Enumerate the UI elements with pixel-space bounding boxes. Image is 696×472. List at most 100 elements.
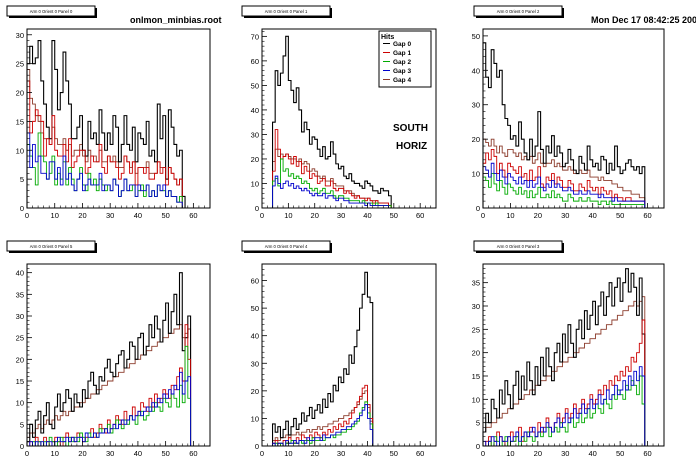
histogram-series-gap0 <box>482 268 648 447</box>
y-tick-label: 70 <box>251 32 259 41</box>
histogram-series-gap3 <box>26 132 194 209</box>
y-tick-label: 40 <box>251 106 259 115</box>
y-tick-label: 30 <box>472 302 480 311</box>
legend-entry: Gap 4 <box>393 77 411 84</box>
legend-entry: Gap 2 <box>393 59 411 66</box>
x-tick-label: 30 <box>561 211 569 220</box>
legend-box <box>378 30 432 88</box>
x-tick-label: 60 <box>643 211 651 220</box>
y-tick-label: 20 <box>251 387 259 396</box>
y-tick-label: 50 <box>472 32 480 41</box>
panel-title-frame <box>6 5 96 17</box>
y-tick-label: 20 <box>16 355 24 364</box>
y-tick-label: 0 <box>255 204 259 213</box>
y-tick-label: 0 <box>255 442 259 451</box>
x-tick-label: 50 <box>616 211 624 220</box>
x-tick-label: 0 <box>260 449 264 458</box>
x-tick-label: 20 <box>534 449 542 458</box>
y-tick-label: 10 <box>251 179 259 188</box>
x-tick-label: 60 <box>416 449 424 458</box>
panel-title: Arm 0 Orient 0 Panel 0 <box>30 9 73 14</box>
y-tick-label: 30 <box>251 130 259 139</box>
panel-title-frame <box>241 5 331 17</box>
histogram-series-gap0 <box>482 42 648 209</box>
y-tick-label: 35 <box>16 290 24 299</box>
y-tick-label: 20 <box>472 349 480 358</box>
x-tick-label: 40 <box>589 449 597 458</box>
y-tick-label: 10 <box>16 399 24 408</box>
panel-title-frame <box>241 240 331 252</box>
panel-title: Arm 0 Orient 0 Panel 3 <box>497 244 540 249</box>
panel-4: Arm 0 Orient 0 Panel 4 0 10 20 30 40 50 60 0 10 20… <box>241 240 437 458</box>
x-tick-label: 0 <box>481 211 485 220</box>
x-tick-label: 40 <box>134 211 142 220</box>
histogram-series-gap0 <box>262 35 400 209</box>
histogram-series-gap4 <box>482 296 648 447</box>
x-tick-label: 30 <box>561 449 569 458</box>
x-tick-label: 0 <box>481 449 485 458</box>
panel-0: Arm 0 Orient 0 Panel 0 0 10 20 30 40 50 60 0 5 10 1… <box>6 5 211 220</box>
x-tick-label: 0 <box>25 449 29 458</box>
panel-title-frame <box>6 240 96 252</box>
panel-title-frame <box>473 240 563 252</box>
x-tick-label: 60 <box>189 449 197 458</box>
x-tick-label: 30 <box>337 449 345 458</box>
histogram-series-gap4 <box>262 148 400 209</box>
panel-title-box-0: Arm 0 Orient 0 Panel 0 <box>6 5 97 18</box>
y-tick-label: 20 <box>472 135 480 144</box>
panel-title-box-3: Arm 0 Orient 0 Panel 5 <box>6 240 97 253</box>
y-tick-label: 5 <box>20 175 24 184</box>
x-tick-label: 20 <box>78 449 86 458</box>
histogram-series-gap3 <box>27 371 194 447</box>
y-tick-label: 30 <box>251 359 259 368</box>
panel-2: Arm 0 Orient 0 Panel 2 0 10 20 30 40 50 60 0 10 20… <box>472 5 665 220</box>
x-tick-label: 30 <box>106 449 114 458</box>
x-tick-label: 60 <box>416 211 424 220</box>
y-tick-label: 30 <box>16 312 24 321</box>
panels-group: Arm 0 Orient 0 Panel 0 0 10 20 30 40 50 60 0 5 10 1… <box>6 5 665 458</box>
y-tick-label: 0 <box>20 442 24 451</box>
histogram-series-gap1 <box>26 80 194 209</box>
x-tick-label: 10 <box>506 449 514 458</box>
panel-title-box-1: Arm 0 Orient 0 Panel 1 <box>241 5 332 18</box>
y-tick-label: 0 <box>20 204 24 213</box>
plot-frame <box>482 28 665 209</box>
panel-5: Arm 0 Orient 0 Panel 3 0 10 20 30 40 50 60 0 5 10 1… <box>472 240 665 458</box>
histogram-series-gap4 <box>262 390 421 447</box>
histogram-series-gap3 <box>262 175 400 209</box>
x-tick-label: 40 <box>363 211 371 220</box>
datetime-label: Mon Dec 17 08:42:25 2007 <box>591 15 696 25</box>
filename-label: onlmon_minbias.root <box>130 15 222 25</box>
x-tick-label: 10 <box>51 211 59 220</box>
histogram-series-gap1 <box>262 129 400 209</box>
y-tick-label: 40 <box>251 332 259 341</box>
panel-title: Arm 0 Orient 0 Panel 1 <box>265 9 308 14</box>
x-tick-label: 60 <box>643 449 651 458</box>
x-tick-label: 30 <box>337 211 345 220</box>
y-tick-label: 40 <box>16 269 24 278</box>
y-tick-label: 50 <box>251 81 259 90</box>
panel-title-frame <box>473 5 563 17</box>
y-tick-label: 10 <box>251 414 259 423</box>
south-label: SOUTH <box>393 123 428 134</box>
x-tick-label: 10 <box>506 211 514 220</box>
y-tick-label: 0 <box>476 204 480 213</box>
hits-legend: Hits Gap 0 Gap 1 Gap 2 Gap 3 Gap 4 <box>378 30 432 88</box>
x-tick-label: 10 <box>284 449 292 458</box>
y-tick-label: 60 <box>251 57 259 66</box>
panel-title: Arm 0 Orient 0 Panel 2 <box>497 9 540 14</box>
panel-title: Arm 0 Orient 0 Panel 5 <box>30 244 73 249</box>
y-tick-label: 50 <box>251 304 259 313</box>
plot-frame <box>482 263 665 447</box>
y-tick-label: 30 <box>472 101 480 110</box>
x-tick-label: 20 <box>78 211 86 220</box>
horiz-label: HORIZ <box>396 141 427 152</box>
y-tick-label: 30 <box>16 31 24 40</box>
x-tick-label: 30 <box>106 211 114 220</box>
x-tick-label: 50 <box>390 211 398 220</box>
plot-frame <box>261 263 437 447</box>
histogram-series-gap0 <box>262 271 421 447</box>
histogram-series-gap3 <box>482 162 648 209</box>
y-tick-label: 25 <box>16 60 24 69</box>
